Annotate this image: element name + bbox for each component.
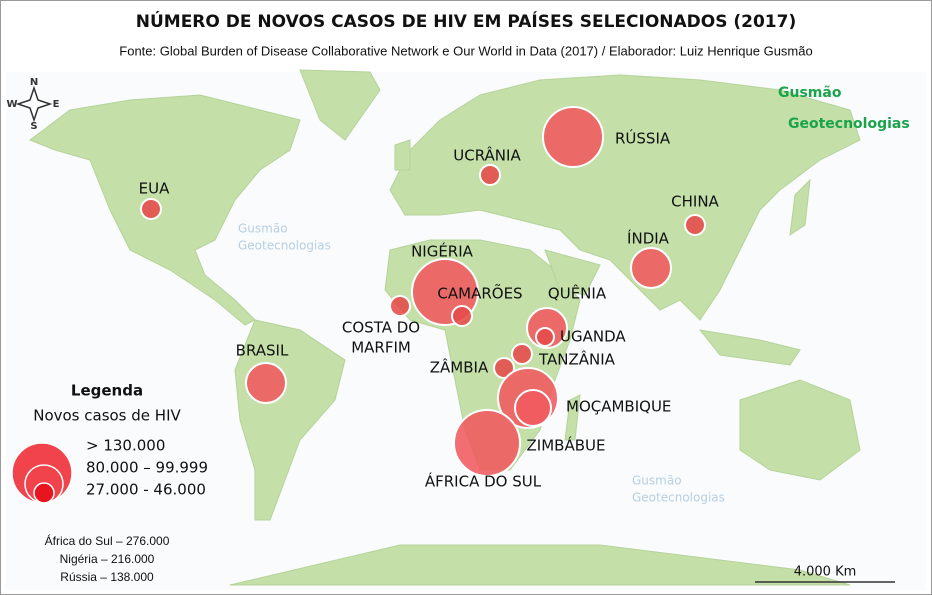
legend-subtitle: Novos casos de HIV bbox=[33, 407, 181, 425]
case-symbol bbox=[684, 214, 706, 236]
indonesia bbox=[698, 329, 801, 366]
country-label: MOÇAMBIQUE bbox=[566, 398, 671, 416]
watermark: Gusmão bbox=[632, 474, 682, 488]
source: Fonte: Global Burden of Disease Collabor… bbox=[119, 43, 812, 58]
country-label: NIGÉRIA bbox=[411, 242, 474, 261]
case-symbol bbox=[511, 343, 533, 365]
case-symbol bbox=[453, 409, 521, 477]
legend-class: 27.000 - 46.000 bbox=[86, 481, 206, 499]
compass-letter: E bbox=[53, 99, 60, 110]
legend-title: Legenda bbox=[71, 382, 143, 400]
scale-label: 4.000 Km bbox=[794, 565, 857, 580]
arabia bbox=[544, 249, 601, 296]
case-symbol bbox=[542, 106, 604, 168]
country-label: ÍNDIA bbox=[627, 229, 670, 248]
logo-line: Geotecnologias bbox=[788, 116, 910, 132]
watermark: Geotecnologias bbox=[632, 491, 725, 505]
case-symbol bbox=[140, 198, 162, 220]
north-america bbox=[28, 94, 301, 326]
case-symbol bbox=[514, 389, 552, 427]
country-label: UCRÂNIA bbox=[453, 146, 521, 165]
note: Rússia – 138.000 bbox=[60, 570, 154, 584]
watermark: Geotecnologias bbox=[238, 239, 331, 253]
country-label: ZÂMBIA bbox=[430, 358, 489, 377]
case-symbol bbox=[630, 247, 672, 289]
country-label: RÚSSIA bbox=[615, 129, 671, 148]
compass: N E S W bbox=[6, 77, 59, 132]
greenland bbox=[299, 69, 381, 141]
eurasia bbox=[389, 74, 861, 321]
country-label: TANZÂNIA bbox=[538, 350, 616, 369]
country-label: ÁFRICA DO SUL bbox=[425, 472, 542, 491]
australia bbox=[739, 379, 861, 481]
case-symbol bbox=[451, 305, 473, 327]
symbols bbox=[140, 106, 706, 477]
case-symbol bbox=[245, 362, 287, 404]
legend-class: 80.000 – 99.999 bbox=[86, 459, 208, 477]
madagascar bbox=[564, 394, 581, 441]
country-label: BRASIL bbox=[236, 342, 289, 360]
country-label: UGANDA bbox=[560, 328, 626, 346]
antarctica bbox=[229, 544, 851, 586]
case-symbol bbox=[493, 357, 515, 379]
japan bbox=[789, 178, 811, 237]
legend-symbol bbox=[33, 482, 55, 504]
legend-class: > 130.000 bbox=[86, 437, 165, 455]
case-symbol bbox=[479, 164, 501, 186]
logo-line: Gusmão bbox=[778, 85, 842, 101]
title: NÚMERO DE NOVOS CASOS DE HIV EM PAÍSES S… bbox=[136, 10, 797, 32]
uk bbox=[394, 139, 411, 171]
compass-rose bbox=[15, 85, 53, 123]
compass-letter: S bbox=[30, 121, 37, 132]
note: Nigéria – 216.000 bbox=[60, 552, 155, 566]
note: África do Sul – 276.000 bbox=[45, 533, 170, 548]
case-symbol bbox=[535, 327, 555, 347]
compass-letter: N bbox=[30, 77, 38, 88]
country-label: COSTA DO bbox=[342, 319, 420, 337]
country-label: CAMARÕES bbox=[437, 284, 522, 303]
country-label: CHINA bbox=[671, 193, 719, 211]
country-label: QUÊNIA bbox=[548, 284, 607, 303]
country-label: EUA bbox=[139, 180, 170, 198]
case-symbol bbox=[389, 295, 411, 317]
compass-letter: W bbox=[6, 99, 17, 110]
country-label: ZIMBÁBUE bbox=[527, 436, 606, 455]
watermark: Gusmão bbox=[238, 222, 288, 236]
country-label: MARFIM bbox=[351, 339, 411, 357]
